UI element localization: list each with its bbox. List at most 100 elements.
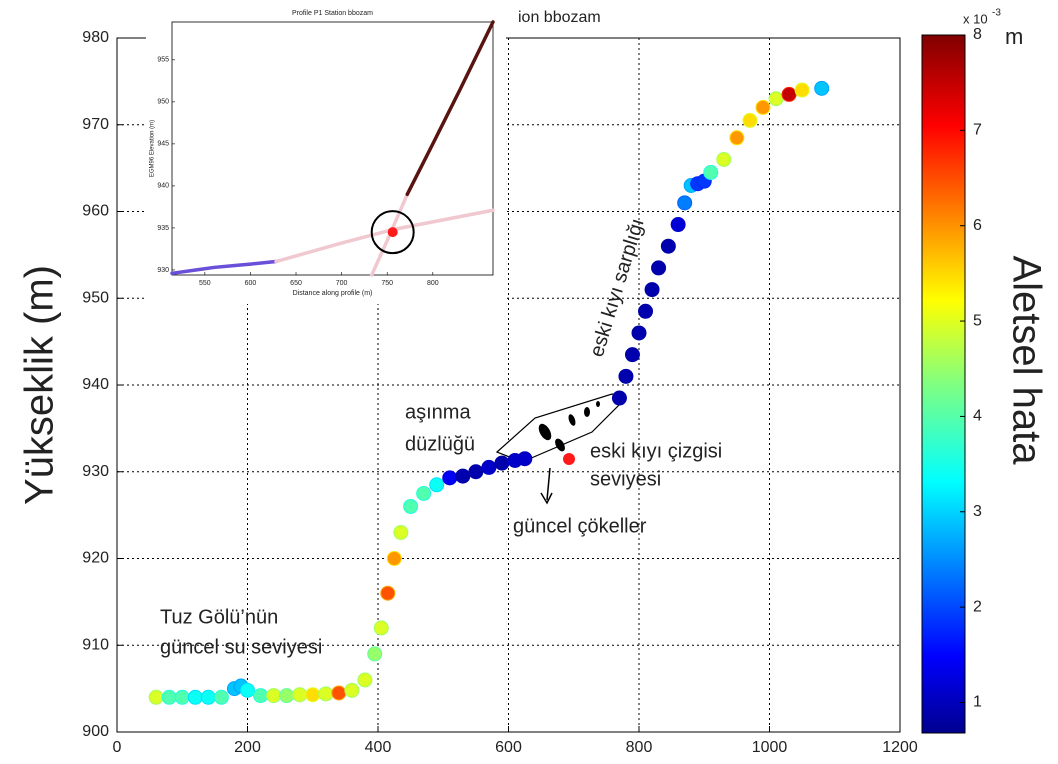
point [815, 81, 829, 95]
point [381, 586, 395, 600]
point [518, 452, 532, 466]
x-tick-label: 800 [626, 739, 653, 756]
point [214, 690, 228, 704]
point [704, 165, 718, 179]
colorbar [922, 35, 965, 733]
y-tick-label: 900 [82, 723, 109, 740]
y-tick-label: 955 [157, 57, 169, 64]
shoreline-point [563, 453, 575, 465]
point [717, 152, 731, 166]
inset-y-label: EGM96 Elevation (m) [150, 120, 156, 177]
point [332, 686, 346, 700]
y-tick-label: 935 [157, 225, 169, 232]
y-tick-label: 970 [82, 116, 109, 133]
point [188, 690, 202, 704]
point [241, 683, 255, 697]
x-tick-label: 600 [495, 739, 522, 756]
point [671, 218, 685, 232]
y-tick-label: 930 [157, 267, 169, 274]
point [769, 92, 783, 106]
point [632, 326, 646, 340]
point [293, 688, 307, 702]
point [201, 690, 215, 704]
x-tick-label: 200 [234, 739, 261, 756]
annotation: Tuz Gölü’nün [160, 606, 278, 628]
colorbar-tick-label: 2 [973, 598, 982, 615]
point [387, 552, 401, 566]
annotation: güncel çökeller [513, 515, 647, 537]
point [345, 683, 359, 697]
x-tick-label: 650 [290, 280, 302, 287]
point [612, 391, 626, 405]
point [417, 486, 431, 500]
colorbar-label: Aletsel hata [1004, 255, 1048, 465]
x-tick-label: 1000 [752, 739, 788, 756]
annotation: güncel su seviyesi [160, 636, 322, 658]
annotation: seviyesi [590, 468, 661, 490]
point [254, 689, 268, 703]
x-tick-label: 550 [199, 280, 211, 287]
point [358, 673, 372, 687]
y-tick-label: 950 [82, 289, 109, 306]
point [482, 460, 496, 474]
point [795, 83, 809, 97]
y-tick-label: 950 [157, 99, 169, 106]
y-tick-label: 960 [82, 203, 109, 220]
colorbar-unit: m [1005, 24, 1023, 49]
point [661, 239, 675, 253]
point [162, 690, 176, 704]
deposit-grain [584, 407, 590, 417]
colorbar-tick-label: 6 [973, 217, 982, 234]
point [388, 227, 398, 237]
point [495, 456, 509, 470]
point [280, 689, 294, 703]
x-tick-label: 600 [245, 280, 257, 287]
colorbar-exponent: -3 [992, 8, 1001, 19]
inset-plot-area [172, 22, 493, 275]
point [319, 687, 333, 701]
inset-title: Profile P1 Station bbozam [292, 10, 373, 17]
point [175, 690, 189, 704]
point [652, 261, 666, 275]
y-tick-label: 980 [82, 29, 109, 46]
annotation: aşınma [405, 401, 471, 423]
chart-title: ion bbozam [518, 9, 601, 26]
y-axis-label: Yükseklik (m) [18, 265, 62, 505]
point [368, 647, 382, 661]
y-tick-label: 940 [82, 376, 109, 393]
x-tick-label: 750 [381, 280, 393, 287]
y-tick-label: 940 [157, 183, 169, 190]
point [619, 369, 633, 383]
point [430, 478, 444, 492]
y-tick-label: 920 [82, 550, 109, 567]
point [469, 465, 483, 479]
y-tick-label: 910 [82, 636, 109, 653]
point [404, 499, 418, 513]
colorbar-tick-label: 5 [973, 312, 982, 329]
point [456, 469, 470, 483]
deposit-grain [596, 401, 600, 407]
x-tick-label: 400 [365, 739, 392, 756]
x-tick-label: 1200 [882, 739, 918, 756]
x-tick-label: 0 [113, 739, 122, 756]
chart: 0 200 400 600 800 1000 1200 900 910 920 930 940 950 9… [0, 0, 1058, 764]
point [639, 304, 653, 318]
y-tick-label: 945 [157, 141, 169, 148]
y-tick-label: 930 [82, 463, 109, 480]
point [374, 621, 388, 635]
point [730, 131, 744, 145]
point [306, 688, 320, 702]
point [625, 348, 639, 362]
colorbar-tick-label: 3 [973, 503, 982, 520]
colorbar-tick-label: 8 [973, 26, 982, 43]
inset-x-label: Distance along profile (m) [293, 290, 373, 297]
inset-plot: 550 600 650 700 750 800 930 935 940 945 950 955 Prof… [146, 4, 506, 304]
point [645, 283, 659, 297]
x-tick-label: 700 [336, 280, 348, 287]
colorbar-tick-label: 7 [973, 122, 982, 139]
annotation: düzlüğü [405, 433, 475, 455]
point [443, 471, 457, 485]
x-tick-label: 800 [427, 280, 439, 287]
point [782, 87, 796, 101]
point [678, 196, 692, 210]
